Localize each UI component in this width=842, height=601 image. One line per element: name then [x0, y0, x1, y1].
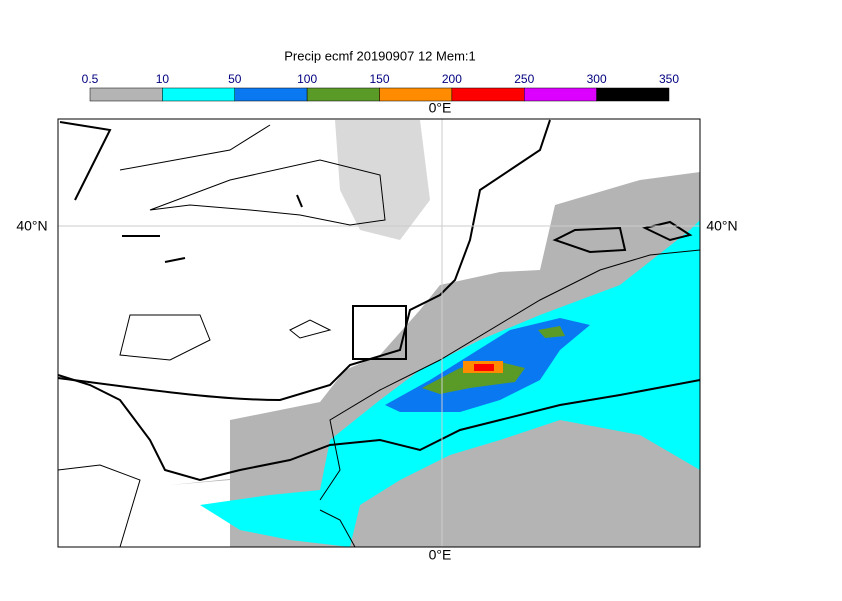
colorbar-box [451, 87, 525, 102]
map [57, 118, 701, 548]
colorbar-label: 300 [587, 72, 607, 86]
colorbar-label: 50 [228, 72, 242, 86]
map-frame [57, 118, 701, 548]
precip-area [335, 120, 430, 240]
colorbar-box [306, 87, 380, 102]
colorbar-label: 350 [659, 72, 679, 86]
colorbar-label: 10 [156, 72, 170, 86]
colorbar-box [596, 87, 670, 102]
colorbar-label: 0.5 [82, 72, 99, 86]
colorbar-box [524, 87, 597, 102]
colorbar-label: 200 [442, 72, 462, 86]
colorbar-box [162, 87, 235, 102]
colorbar-label: 150 [369, 72, 389, 86]
lon-label: 0°E [429, 547, 452, 563]
precip-area [538, 326, 565, 338]
lat-label: 40°N [16, 218, 47, 234]
region-box [352, 305, 407, 360]
lat-label: 40°N [706, 218, 737, 234]
precip-area [170, 420, 320, 485]
colorbar-label: 250 [514, 72, 534, 86]
border [57, 124, 701, 548]
colorbar-box [89, 87, 163, 102]
coastline [57, 119, 701, 482]
lon-label: 0°E [429, 100, 452, 116]
colorbar-box [234, 87, 308, 102]
precip-area [474, 364, 494, 371]
colorbar: 0.5 10 50 100 150 200 250 300 350 [82, 72, 679, 102]
title: Precip ecmf 20190907 12 Mem:1 [284, 48, 476, 63]
colorbar-label: 100 [297, 72, 317, 86]
